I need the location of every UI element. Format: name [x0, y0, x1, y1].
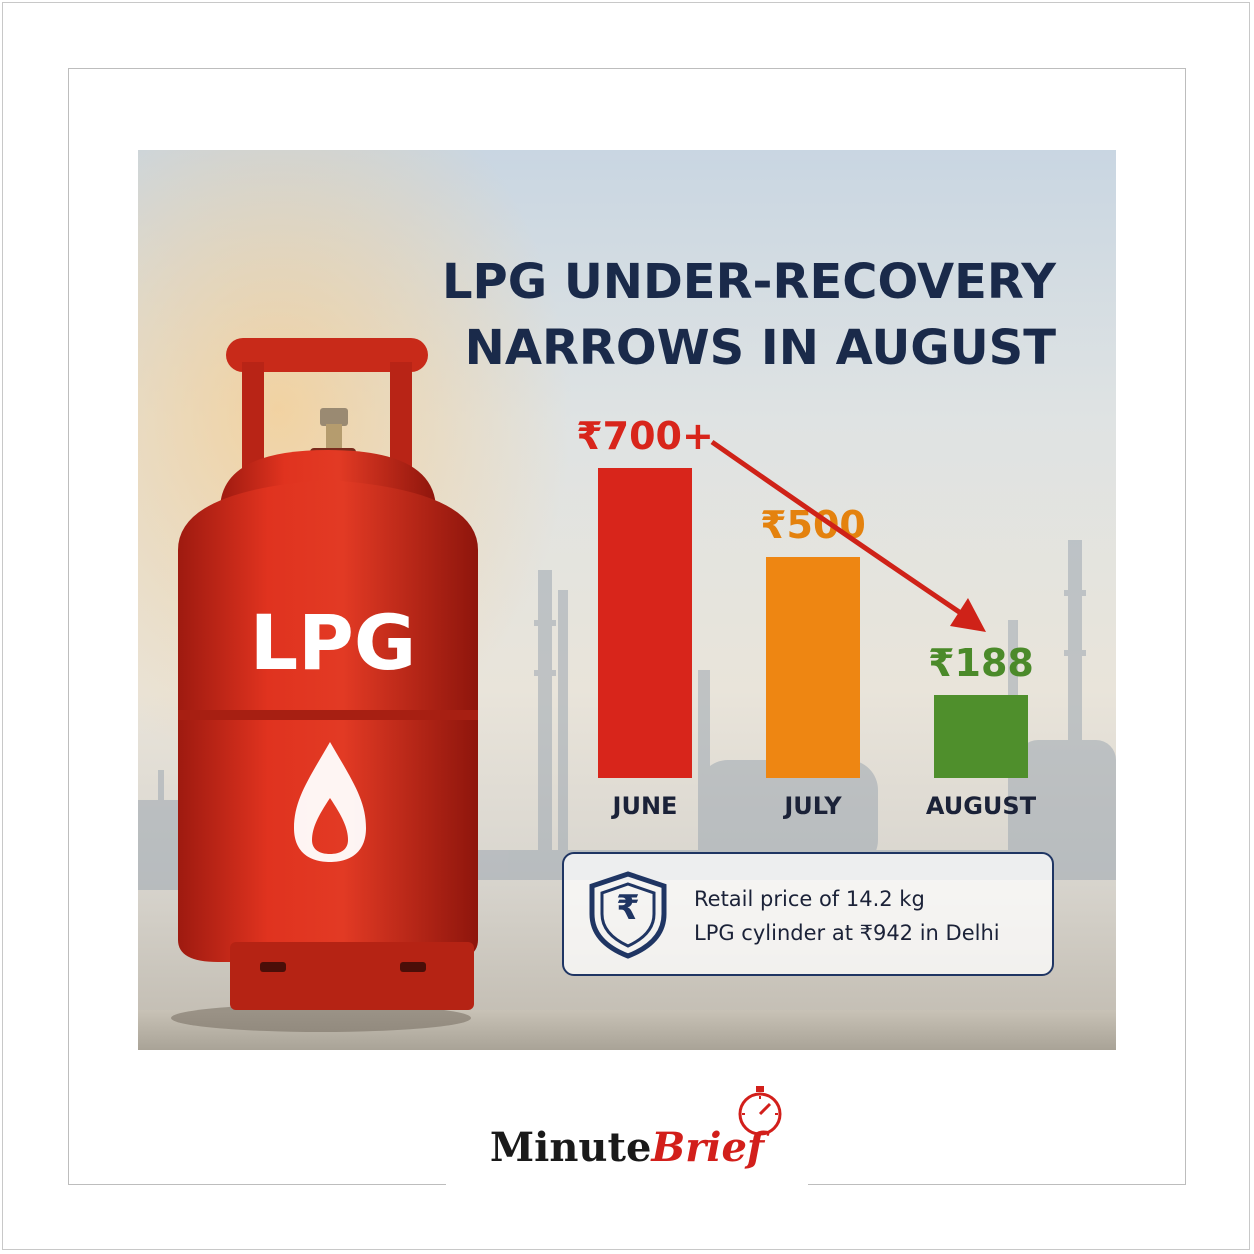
infographic-panel: LPG LPG UNDER-RECOVERY NARROWS IN AUGUST… [138, 150, 1116, 1050]
retail-price-line-1: Retail price of 14.2 kg [694, 887, 925, 911]
bar-june [598, 468, 692, 778]
cylinder-label: LPG [249, 598, 417, 687]
value-label-august: ₹188 [928, 641, 1034, 685]
brand-part-2: Brief [651, 1124, 765, 1171]
rupee-shield-icon [589, 871, 667, 959]
bar-chart: ₹700+ JUNE ₹500 JULY ₹188 AUGUST [138, 150, 1116, 1050]
category-label-august: AUGUST [925, 792, 1037, 820]
category-label-july: JULY [784, 792, 842, 820]
title-line-2: NARROWS IN AUGUST [464, 320, 1056, 376]
value-label-june: ₹700+ [576, 414, 714, 458]
bar-august [934, 695, 1028, 778]
frame-line [1185, 68, 1186, 1184]
frame-line [68, 68, 69, 1184]
title-line-1: LPG UNDER-RECOVERY [441, 254, 1056, 310]
frame-line [68, 1184, 446, 1185]
frame-line [808, 1184, 1186, 1185]
category-label-june: JUNE [612, 792, 678, 820]
retail-price-text: Retail price of 14.2 kg LPG cylinder at … [694, 882, 1044, 950]
brand-part-1: Minute [489, 1124, 652, 1171]
lpg-cylinder [171, 338, 478, 1032]
downward-trend-arrow [710, 439, 986, 632]
bar-july [766, 557, 860, 778]
stopwatch-icon [738, 1086, 782, 1136]
rupee-glyph: ₹ [616, 888, 640, 928]
brand-logo: MinuteBrief [446, 1124, 808, 1171]
frame-line [68, 68, 1186, 69]
retail-price-box: ₹ Retail price of 14.2 kg LPG cylinder a… [562, 852, 1054, 976]
retail-price-line-2: LPG cylinder at ₹942 in Delhi [694, 921, 1000, 945]
